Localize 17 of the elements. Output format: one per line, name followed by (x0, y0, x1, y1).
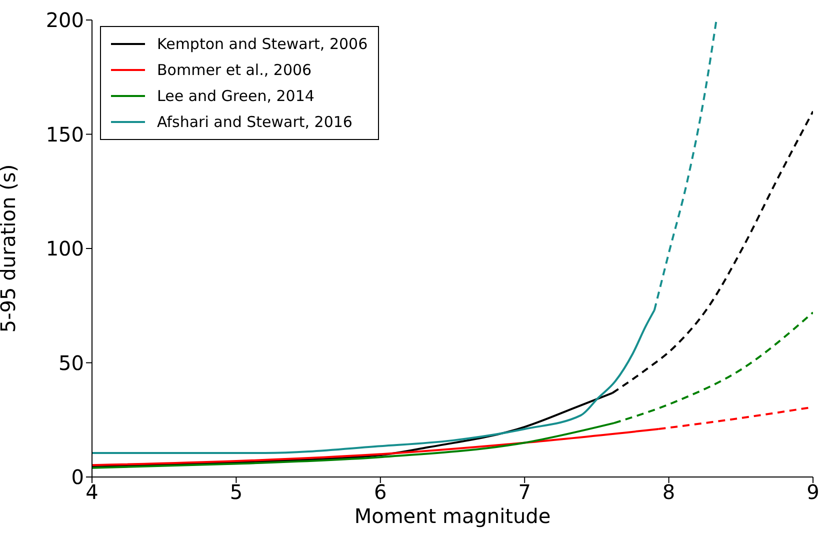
x-tick-label: 4 (86, 480, 98, 504)
legend-label: Afshari and Stewart, 2016 (157, 113, 352, 131)
y-tick-label: 100 (46, 236, 84, 261)
y-tick-label: 50 (58, 350, 84, 375)
x-tick-label: 6 (374, 480, 387, 504)
y-tick-label: 150 (46, 122, 84, 146)
x-tick-label: 8 (662, 480, 676, 504)
y-axis-title: 5-95 duration (s) (0, 164, 20, 333)
legend-label: Lee and Green, 2014 (157, 87, 314, 105)
x-tick-label: 9 (806, 480, 820, 504)
y-tick-label: 0 (71, 465, 84, 490)
y-tick-label: 200 (46, 8, 84, 32)
x-tick-label: 7 (518, 480, 531, 504)
legend-label: Bommer et al., 2006 (157, 61, 312, 79)
legend-label: Kempton and Stewart, 2006 (157, 35, 368, 53)
x-tick-label: 5 (230, 480, 243, 504)
x-axis-title: Moment magnitude (354, 504, 551, 528)
